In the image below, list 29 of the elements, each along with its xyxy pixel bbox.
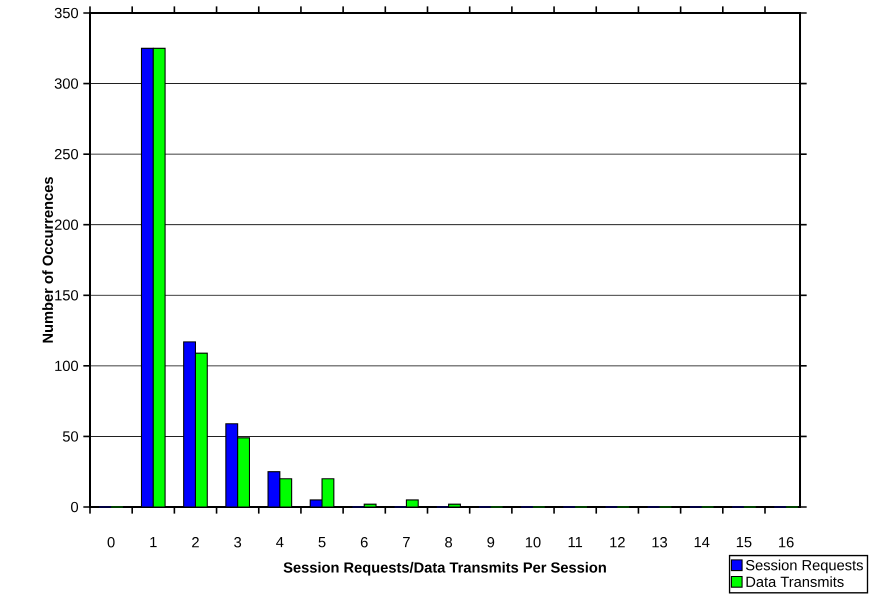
y-tick-label: 250: [54, 148, 78, 160]
legend-label: Session Requests: [746, 560, 863, 574]
x-tick-label: 15: [736, 537, 752, 548]
y-tick-label: 350: [54, 8, 78, 18]
x-tick-label: 13: [652, 537, 668, 548]
y-tick-label: 0: [71, 502, 78, 512]
x-tick-label: 16: [779, 537, 794, 548]
y-tick-label: 200: [54, 220, 78, 230]
x-tick-label: 2: [192, 537, 199, 548]
y-tick-label: 100: [55, 360, 78, 372]
y-tick-label: 150: [55, 290, 78, 300]
legend-label: Data Transmits: [746, 576, 844, 587]
x-tick-label: 5: [318, 537, 326, 548]
x-tick-label: 0: [108, 537, 115, 548]
y-axis-title: Number of Occurrences: [42, 177, 53, 343]
x-tick-label: 12: [610, 537, 625, 548]
y-tick-label: 50: [62, 431, 78, 442]
x-tick-label: 11: [568, 537, 582, 548]
x-axis-title: Session Requests/Data Transmits Per Session: [284, 562, 606, 576]
x-tick-label: 3: [234, 537, 242, 548]
x-tick-label: 8: [445, 537, 452, 548]
x-tick-label: 10: [526, 537, 541, 548]
x-tick-label: 6: [360, 537, 368, 548]
x-tick-label: 7: [403, 537, 410, 548]
x-tick-label: 4: [276, 537, 284, 548]
x-tick-label: 14: [694, 537, 710, 548]
y-tick-label: 300: [54, 78, 78, 89]
x-tick-label: 1: [150, 537, 157, 548]
x-tick-label: 9: [487, 537, 494, 548]
